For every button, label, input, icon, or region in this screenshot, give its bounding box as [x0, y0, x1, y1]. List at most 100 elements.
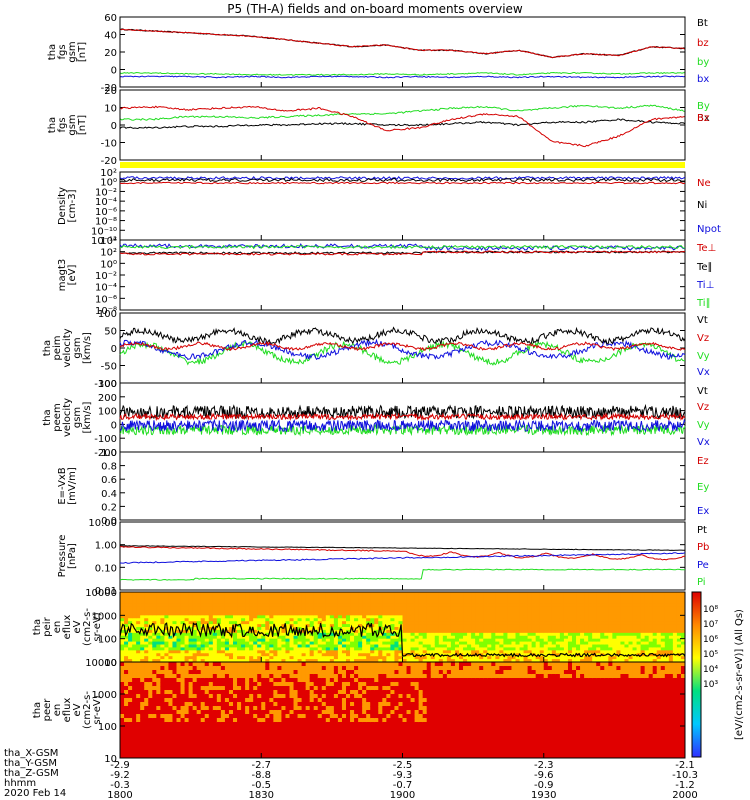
spectrogram-cell [547, 624, 553, 628]
spectrogram-cell [241, 632, 246, 637]
spectrogram-cell [128, 650, 133, 654]
series-line [119, 568, 686, 581]
spectrogram-cell [463, 615, 468, 619]
spectrogram-cell [680, 641, 686, 645]
spectrogram-cell [148, 629, 153, 634]
spectrogram-cell [644, 612, 650, 616]
spectrogram-cell [329, 603, 335, 608]
spectrogram-cell [245, 734, 250, 739]
spectrogram-cell [120, 726, 125, 731]
spectrogram-cell [563, 618, 569, 622]
spectrogram-cell [160, 647, 165, 651]
spectrogram-cell [269, 710, 274, 715]
spectrogram-cell [329, 746, 335, 751]
spectrogram-cell [325, 597, 331, 602]
spectrogram-cell [459, 629, 464, 634]
spectrogram-cell [160, 746, 165, 751]
spectrogram-cell [668, 641, 674, 645]
spectrogram-cell [442, 606, 448, 610]
spectrogram-cell [680, 612, 686, 616]
spectrogram-cell [620, 627, 625, 631]
spectrogram-cell [168, 694, 173, 699]
spectrogram-cell [346, 615, 351, 619]
spectrogram-cell [559, 624, 565, 628]
spectrogram-cell [454, 659, 460, 663]
spectrogram-cell [446, 592, 452, 596]
spectrogram-cell [140, 641, 145, 645]
spectrogram-cell [313, 754, 319, 759]
spectrogram-cell [620, 638, 625, 643]
spectrogram-cell [406, 597, 412, 602]
spectrogram-cell [160, 662, 165, 667]
spectrogram-cell [547, 621, 553, 625]
y-axis-label: gsm [67, 114, 78, 135]
spectrogram-cell [664, 615, 670, 619]
spectrogram-cell [176, 621, 182, 625]
spectrogram-cell [160, 650, 165, 654]
spectrogram-cell [584, 615, 589, 619]
spectrogram-cell [313, 592, 319, 596]
spectrogram-cell [442, 635, 448, 640]
spectrogram-cell [523, 609, 529, 613]
spectrogram-cell [160, 603, 165, 608]
spectrogram-cell [208, 624, 214, 628]
spectrogram-cell [120, 670, 125, 675]
spectrogram-cell [152, 618, 157, 622]
spectrogram-cell [672, 592, 678, 596]
spectrogram-cell [576, 629, 581, 634]
spectrogram-cell [418, 597, 424, 602]
spectrogram-cell [539, 641, 545, 645]
spectrogram-cell [128, 694, 133, 699]
spectrogram-cell [200, 606, 206, 610]
spectrogram-cell [555, 621, 561, 625]
spectrogram-cell [442, 609, 448, 613]
spectrogram-cell [346, 659, 351, 663]
spectrogram-cell [563, 650, 569, 654]
spectrogram-cell [572, 606, 577, 610]
spectrogram-cell [172, 621, 177, 625]
spectrogram-cell [608, 644, 613, 648]
spectrogram-cell [216, 726, 222, 731]
spectrogram-cell [160, 718, 165, 723]
spectrogram-cell [576, 635, 581, 640]
spectrogram-cell [148, 742, 153, 747]
spectrogram-cell [241, 738, 246, 743]
spectrogram-cell [241, 726, 246, 731]
y-tick-label: -100 [94, 434, 117, 445]
spectrogram-cell [382, 635, 387, 640]
spectrogram-cell [204, 618, 210, 622]
spectrogram-cell [208, 635, 214, 640]
spectrogram-cell [168, 706, 173, 711]
spectrogram-cell [164, 659, 169, 663]
spectrogram-cell [543, 624, 549, 628]
spectrogram-cell [337, 603, 343, 608]
spectrogram-cell [216, 730, 222, 735]
spectrogram-cell [253, 750, 258, 755]
spectrogram-cell [241, 592, 246, 596]
spectrogram-cell [124, 682, 129, 687]
spectrogram-cell [261, 615, 266, 619]
spectrogram-cell [402, 621, 408, 625]
spectrogram-cell [297, 678, 303, 683]
spectrogram-cell [414, 624, 420, 628]
spectrogram-cell [148, 644, 153, 648]
y-tick-label: -10 [101, 139, 117, 150]
spectrogram-cell [253, 730, 258, 735]
spectrogram-cell [184, 597, 190, 602]
spectrogram-cell [208, 659, 214, 663]
spectrogram-cell [204, 666, 210, 671]
spectrogram-cell [140, 726, 145, 731]
spectrogram-cell [459, 615, 464, 619]
spectrogram-cell [156, 702, 161, 707]
spectrogram-cell [341, 734, 347, 739]
spectrogram-cell [567, 624, 573, 628]
spectrogram-cell [245, 612, 250, 616]
spectrogram-cell [475, 644, 480, 648]
spectrogram-cell [253, 644, 258, 648]
spectrogram-cell [120, 682, 125, 687]
spectrogram-cell [507, 635, 512, 640]
spectrogram-cell [503, 632, 508, 637]
spectrogram-cell [652, 594, 658, 599]
spectrogram-cell [664, 627, 670, 631]
spectrogram-cell [346, 650, 351, 654]
